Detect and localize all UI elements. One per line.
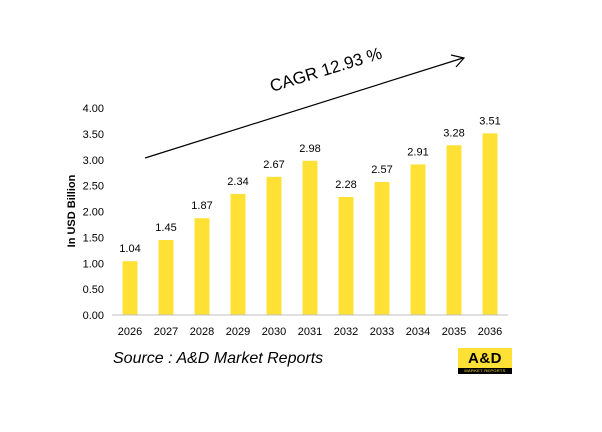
x-tick-label: 2026 [118,326,142,338]
bar [122,261,138,315]
logo-subtitle: MARKET REPORTS [458,368,512,374]
bar [338,197,354,315]
bar [158,239,174,315]
data-label: 2.34 [227,176,248,188]
data-labels: 1.04 1.45 1.87 2.34 2.67 2.98 2.28 2.57 2.91 3.28… [119,115,500,255]
y-tick-label: 4.00 [83,103,104,115]
data-label: 2.98 [299,143,320,155]
x-tick-label: 2030 [262,326,286,338]
x-axis-ticks: 2026 2027 2028 2029 2030 2031 2032 2033 2034 2035… [118,326,502,338]
cagr-arrow [144,54,466,159]
bar [482,133,498,315]
data-label: 2.91 [407,146,428,158]
data-label: 2.57 [371,164,392,176]
y-tick-label: 3.50 [83,129,104,141]
y-tick-label: 1.50 [83,232,104,244]
y-tick-label: 0.50 [83,284,104,296]
x-tick-label: 2035 [442,326,466,338]
data-label: 2.28 [335,179,356,191]
y-tick-label: 2.00 [83,207,104,219]
x-tick-label: 2032 [334,326,358,338]
data-label: 3.51 [479,115,500,127]
y-tick-label: 0.00 [83,310,104,322]
y-tick-label: 2.50 [83,181,104,193]
data-label: 1.87 [191,200,212,212]
bar [302,160,318,315]
data-label: 1.45 [155,222,176,234]
source-caption: Source : A&D Market Reports [113,350,324,367]
data-label: 3.28 [443,127,464,139]
x-tick-label: 2028 [190,326,214,338]
data-label: 2.67 [263,159,284,171]
company-logo: A&D MARKET REPORTS [458,348,512,374]
y-axis-label: In USD Billion [66,174,78,247]
bar [374,182,390,315]
x-tick-label: 2031 [298,326,322,338]
x-tick-label: 2036 [478,326,502,338]
x-tick-label: 2027 [154,326,178,338]
bar [230,193,246,315]
bar [266,176,282,315]
y-tick-label: 3.00 [83,155,104,167]
logo-wordmark: A&D [458,348,512,368]
bar [410,164,426,315]
data-label: 1.04 [119,243,140,255]
y-tick-label: 1.00 [83,258,104,270]
bar [194,218,210,315]
x-tick-label: 2034 [406,326,430,338]
x-tick-label: 2033 [370,326,394,338]
bars [122,133,498,315]
y-axis-ticks: 0.00 0.50 1.00 1.50 2.00 2.50 3.00 3.50 4.00 [83,103,104,322]
x-tick-label: 2029 [226,326,250,338]
bar [446,145,462,315]
